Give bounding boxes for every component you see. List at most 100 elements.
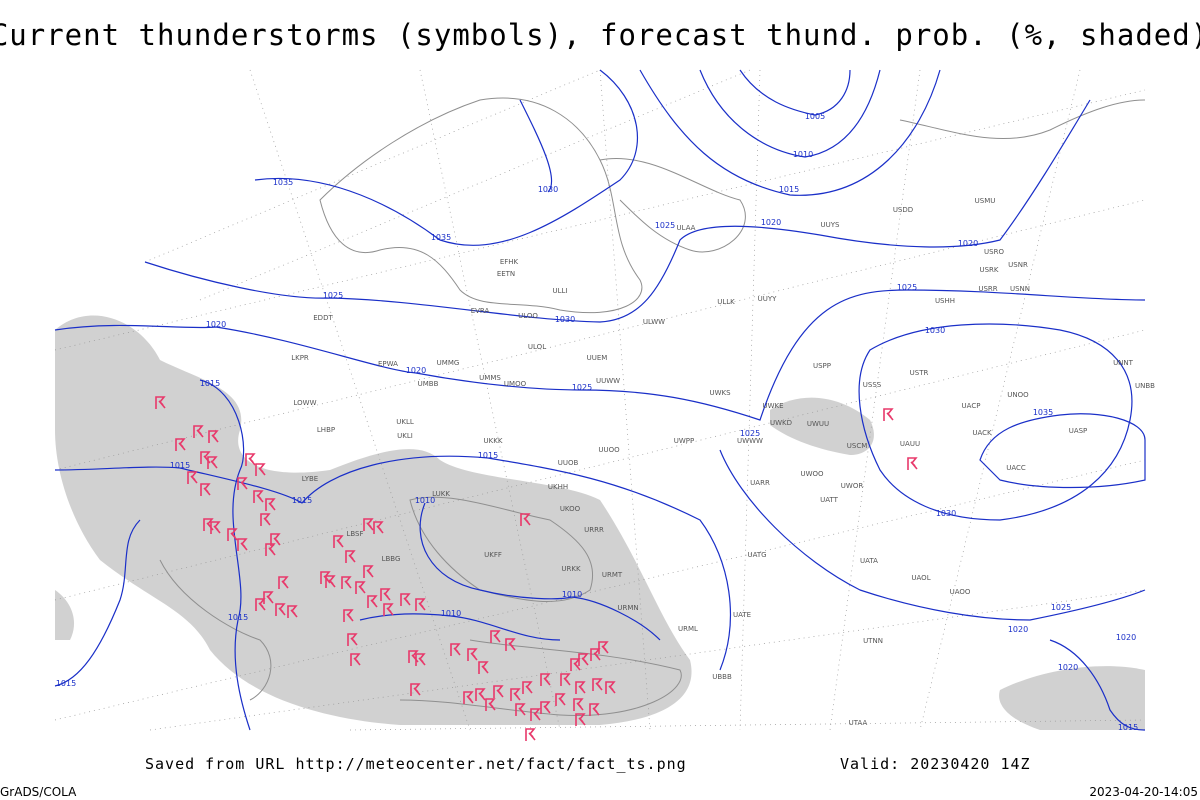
thunderstorm-symbol: [400, 593, 411, 606]
station-label: UUOO: [598, 446, 620, 454]
thunderstorm-symbol: [415, 598, 426, 611]
station-label: URMT: [602, 571, 623, 579]
valid-time: Valid: 20230420 14Z: [840, 755, 1031, 773]
thunderstorm-symbol: [207, 456, 218, 469]
station-label: UARR: [750, 479, 770, 487]
thunderstorm-symbol: [278, 576, 289, 589]
thunderstorm-symbol: [463, 691, 474, 704]
isobar-label: 1010: [793, 150, 813, 159]
thunderstorm-symbol: [522, 681, 533, 694]
isobars: [54, 69, 1146, 731]
thunderstorm-symbol: [270, 533, 281, 546]
isobar: [739, 69, 851, 116]
thunderstorm-symbol: [515, 703, 526, 716]
coastline: [399, 639, 682, 717]
station-label: UATT: [820, 496, 839, 504]
source-url: Saved from URL http://meteocenter.net/fa…: [145, 755, 687, 773]
thunderstorm-symbol: [589, 703, 600, 716]
isobar: [1049, 639, 1146, 731]
thunderstorm-symbol: [540, 673, 551, 686]
station-label: ULOO: [518, 312, 538, 320]
station-label: UKFF: [484, 551, 502, 559]
station-label: UACP: [962, 402, 981, 410]
station-label: EETN: [497, 270, 515, 278]
isobar-label: 1015: [292, 496, 312, 505]
station-label: LKPR: [291, 354, 309, 362]
isobar-label: 1020: [406, 366, 426, 375]
thunderstorm-symbol: [510, 688, 521, 701]
graticule-line: [249, 69, 1081, 731]
isobar-label: 1030: [936, 509, 956, 518]
isobar-label: 1025: [897, 283, 917, 292]
station-label: USNR: [1008, 261, 1028, 269]
isobar-label: 1025: [323, 291, 343, 300]
isobar: [54, 455, 731, 671]
isobar-label: 1015: [779, 185, 799, 194]
thunderstorm-symbol: [193, 425, 204, 438]
thunderstorm-symbol: [363, 565, 374, 578]
station-label: UACK: [972, 429, 992, 437]
timestamp: 2023-04-20-14:05: [1089, 785, 1198, 799]
station-label: ULAA: [677, 224, 696, 232]
station-label: URRR: [584, 526, 604, 534]
coastlines: [159, 97, 1146, 717]
station-label: USRO: [984, 248, 1004, 256]
graticule-line: [54, 69, 1146, 731]
station-label: ULLK: [717, 298, 735, 306]
thunderstorm-symbol: [187, 471, 198, 484]
thunderstorm-symbol: [343, 609, 354, 622]
thunderstorm-symbol: [155, 396, 166, 409]
isobar: [254, 69, 638, 246]
station-label: URMN: [617, 604, 638, 612]
thunderstorm-symbol: [175, 438, 186, 451]
isobar-label: 1020: [958, 239, 978, 248]
station-label: EVRA: [471, 307, 490, 315]
probability-area: [55, 590, 75, 640]
station-label: UATE: [733, 611, 751, 619]
thunderstorm-symbol: [253, 490, 264, 503]
isobar: [54, 519, 141, 687]
station-label: USRR: [978, 285, 997, 293]
thunderstorm-symbol: [530, 708, 541, 721]
thunderstorm-symbol: [265, 543, 276, 556]
thunderstorm-symbol: [520, 513, 531, 526]
isobar-label: 1035: [1033, 408, 1053, 417]
isobar-label: 1015: [170, 461, 190, 470]
station-label: UATG: [747, 551, 766, 559]
thunderstorm-symbol: [263, 591, 274, 604]
isobar-label: 1030: [538, 185, 558, 194]
station-label: UTAA: [849, 719, 868, 727]
thunderstorm-symbol: [260, 513, 271, 526]
station-label: UUOB: [558, 459, 579, 467]
isobar: [858, 323, 1133, 521]
isobar: [419, 502, 661, 641]
thunderstorm-symbol: [485, 698, 496, 711]
title: Current thunderstorms (symbols), forecas…: [0, 18, 1200, 52]
thunderstorm-symbol: [367, 595, 378, 608]
station-label: UTNN: [863, 637, 883, 645]
station-label: UWOO: [800, 470, 824, 478]
thunderstorm-symbol: [570, 658, 581, 671]
isobar-label: 1030: [925, 326, 945, 335]
station-label: EDDT: [313, 314, 333, 322]
isobar-label: 1025: [655, 221, 675, 230]
station-label: USHH: [935, 297, 955, 305]
isobar-label: 1015: [228, 613, 248, 622]
thunderstorm-symbol: [333, 535, 344, 548]
thunderstorm-symbol: [883, 408, 894, 421]
station-label: UWUU: [807, 420, 829, 428]
station-label: UKOO: [560, 505, 581, 513]
station-label: UAUU: [900, 440, 920, 448]
station-label: USNN: [1010, 285, 1030, 293]
isobar-label: 1015: [56, 679, 76, 688]
station-label: UMBB: [418, 380, 439, 388]
coastline: [409, 496, 594, 602]
probability-area: [770, 397, 874, 455]
station-label: UMMS: [479, 374, 501, 382]
thunderstorm-symbol: [478, 661, 489, 674]
thunderstorm-symbol: [208, 430, 219, 443]
storm-symbols: [155, 396, 918, 741]
station-label: UUEM: [587, 354, 608, 362]
isobar: [719, 449, 1146, 621]
isobar-label: 1015: [200, 379, 220, 388]
